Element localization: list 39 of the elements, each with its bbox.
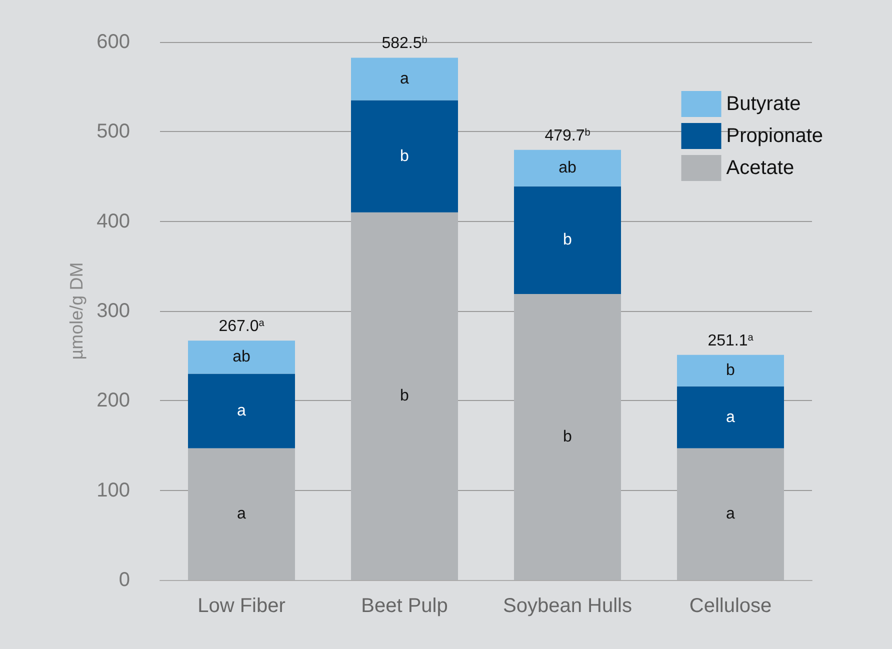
data-label: b — [563, 428, 572, 446]
bar — [514, 150, 621, 186]
y-tick-label: 200 — [96, 390, 130, 412]
bar — [351, 58, 458, 100]
bar — [351, 212, 458, 580]
data-label: ab — [232, 348, 250, 366]
bar — [514, 186, 621, 294]
x-tick-label: Soybean Hulls — [503, 595, 632, 617]
bar — [677, 386, 784, 448]
data-label: b — [563, 232, 572, 249]
bar — [677, 448, 784, 580]
legend-label: Propionate — [726, 125, 824, 147]
bar — [188, 374, 295, 448]
data-label: a — [237, 402, 246, 420]
bar — [188, 448, 295, 580]
legend-label: Butyrate — [726, 93, 801, 115]
y-tick-label: 0 — [118, 569, 130, 591]
legend-label: Acetate — [726, 157, 794, 179]
bar — [514, 294, 621, 580]
bar — [351, 100, 458, 212]
bar — [677, 354, 784, 386]
data-label: a — [726, 408, 736, 426]
data-label: a — [726, 506, 736, 523]
x-tick-label: Beet Pulp — [361, 595, 448, 617]
y-tick-label: 500 — [96, 120, 130, 143]
y-tick-label: 300 — [96, 300, 130, 322]
bar — [188, 340, 295, 374]
x-tick-label: Low Fiber — [198, 595, 286, 617]
data-label: b — [726, 362, 736, 380]
data-label: b — [400, 148, 410, 165]
data-label: b — [400, 388, 410, 405]
data-label: ab — [558, 160, 576, 177]
data-label: a — [237, 506, 246, 523]
data-label: a — [400, 70, 410, 88]
y-tick-label: 600 — [96, 31, 130, 53]
y-axis-title: µmole/g DM — [66, 262, 87, 360]
x-tick-label: Cellulose — [689, 595, 772, 617]
y-tick-label: 100 — [96, 479, 130, 502]
y-tick-label: 400 — [96, 210, 130, 232]
